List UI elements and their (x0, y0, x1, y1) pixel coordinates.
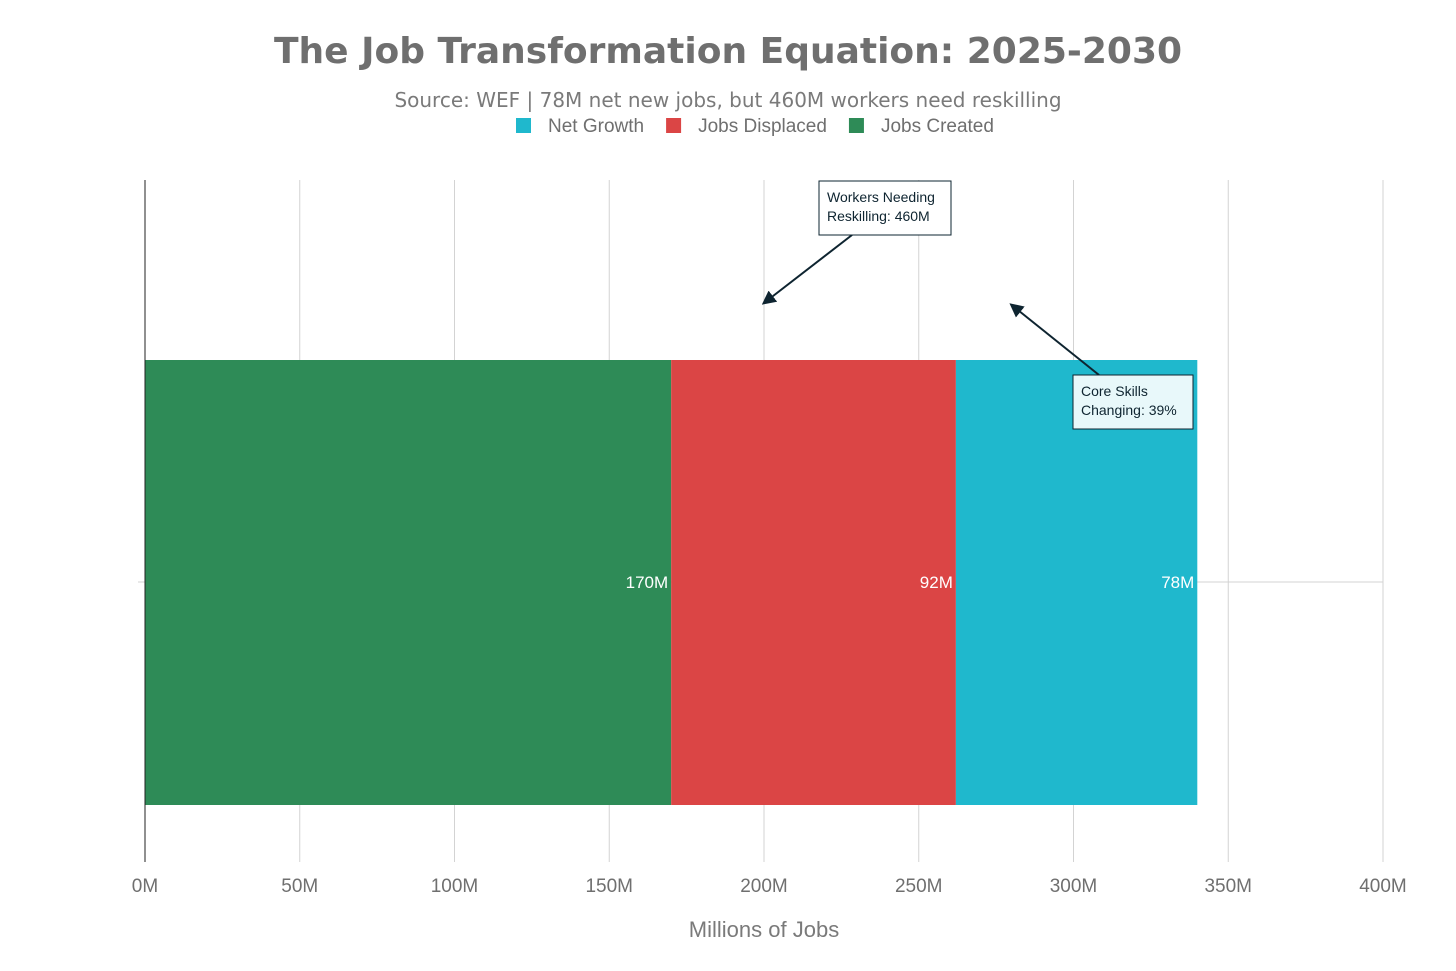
legend-label: Jobs Created (881, 116, 994, 137)
annotation: Workers Needing Reskilling: 460M (761, 180, 952, 305)
legend-item: Net Growth (516, 116, 644, 137)
legend-item: Jobs Displaced (666, 116, 827, 137)
x-tick-label: 300M (1050, 876, 1098, 897)
axes: 0M 50M 100M 150M 200M 250M 300M 350M 400M (132, 180, 1407, 897)
x-tick-label: 200M (740, 876, 788, 897)
annotation-arrow (761, 234, 853, 305)
annotation-box (1072, 374, 1194, 430)
x-tick-label: 400M (1359, 876, 1407, 897)
bar-jobs-displaced (671, 360, 956, 805)
legend-label: Jobs Displaced (698, 116, 827, 137)
bar-value-label: 170M (626, 573, 669, 592)
chart-title: The Job Transformation Equation: 2025-20… (274, 31, 1182, 72)
annotation-text: Core Skills (1081, 383, 1148, 399)
legend: Net Growth Jobs Displaced Jobs Created (516, 116, 994, 137)
x-tick-label: 150M (585, 876, 633, 897)
annotation-text: Changing: 39% (1081, 402, 1177, 418)
x-tick-label: 250M (895, 876, 943, 897)
legend-label: Net Growth (548, 116, 644, 137)
annotation-arrow (1009, 303, 1100, 376)
annotation-text: Workers Needing (827, 189, 935, 205)
bars: 170M 92M 78M (145, 360, 1198, 805)
bar-jobs-created (145, 360, 672, 805)
legend-item: Jobs Created (848, 116, 994, 137)
annotation-text: Reskilling: 460M (827, 208, 930, 224)
bar-value-label: 92M (920, 573, 953, 592)
legend-swatch (848, 118, 864, 133)
bar-net-growth (955, 360, 1198, 805)
x-tick-label: 50M (281, 876, 318, 897)
legend-swatch (516, 118, 531, 133)
annotation-box (818, 180, 952, 236)
chart-subtitle: Source: WEF | 78M net new jobs, but 460M… (394, 88, 1061, 112)
annotation: Core Skills Changing: 39% (1009, 303, 1194, 430)
bar-value-label: 78M (1161, 573, 1194, 592)
legend-swatch (666, 118, 682, 133)
x-tick-label: 0M (132, 876, 158, 897)
x-tick-label: 100M (431, 876, 479, 897)
x-axis-title: Millions of Jobs (689, 917, 839, 942)
x-tick-label: 350M (1204, 876, 1252, 897)
annotations: Workers Needing Reskilling: 460M Core Skil… (761, 180, 1194, 430)
